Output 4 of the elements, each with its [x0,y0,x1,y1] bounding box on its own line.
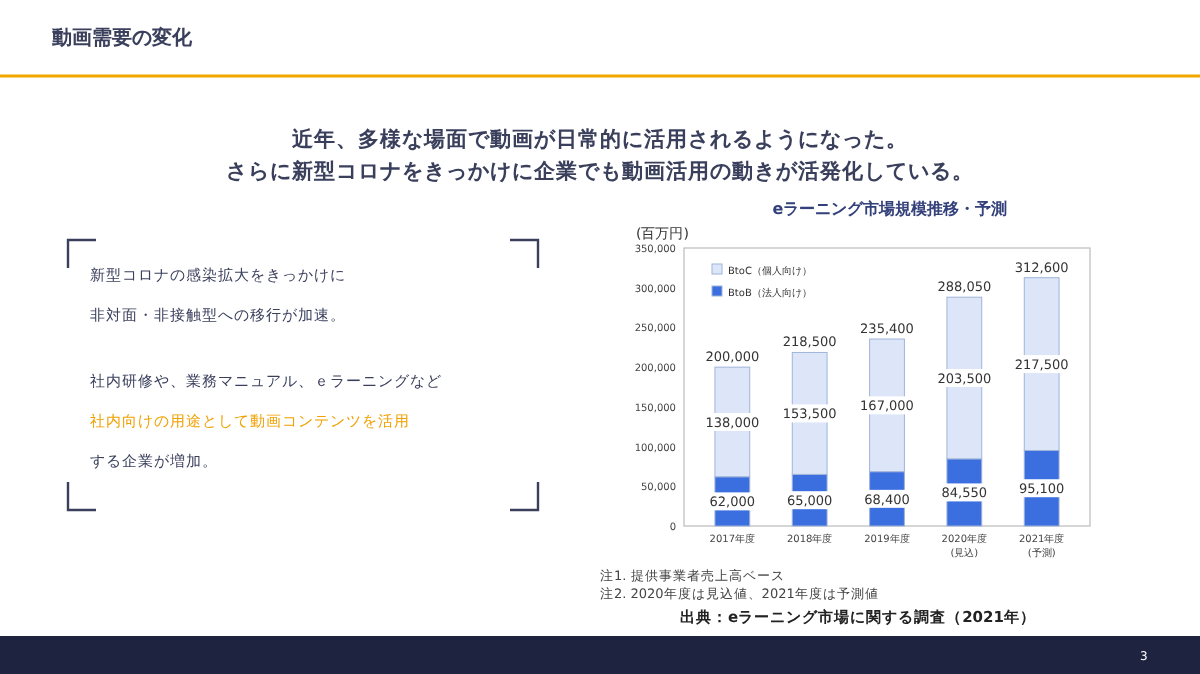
text: 近年、多様な場面で動画が日常的に活用されるようになった。 [290,126,908,152]
text: 動画需要の変化 [50,26,194,50]
chart-title: eラーニング市場規模推移・予測 [772,198,1008,218]
text: さらに新型コロナをきっかけに企業でも動画活用の動きが活発化している。 [226,158,974,184]
